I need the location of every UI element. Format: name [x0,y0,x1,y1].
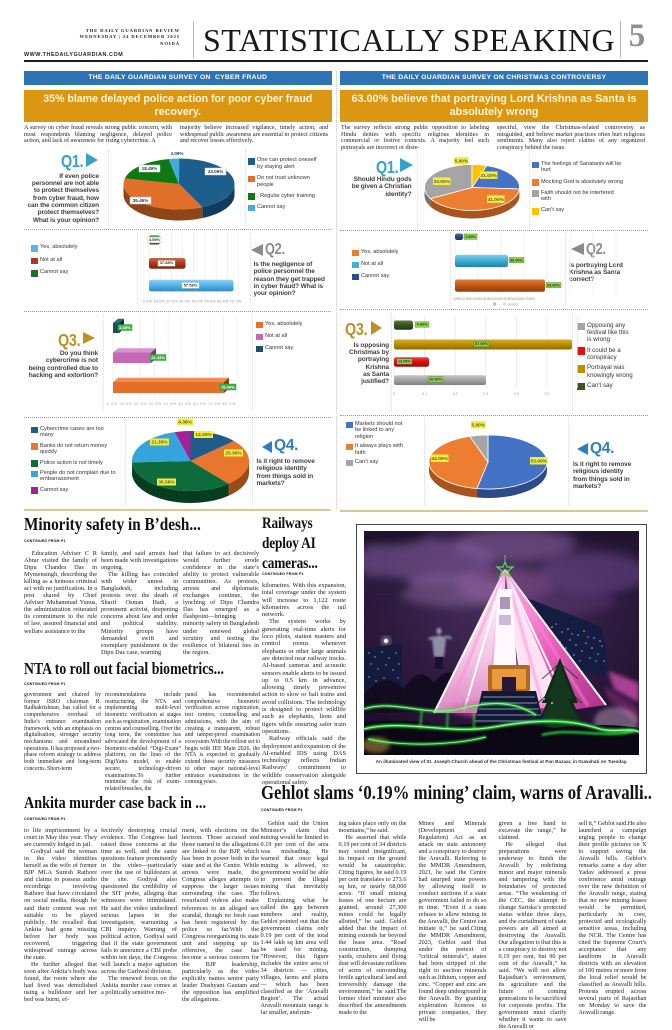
svg-text:4.00%: 4.00% [417,323,428,327]
svg-text:21.43%: 21.43% [151,355,165,360]
svg-text:13.35%: 13.35% [195,432,212,438]
svg-text:21.35%: 21.35% [151,440,168,446]
svg-text:63.00%: 63.00% [547,283,561,287]
svg-text:0.1: 0.1 [422,392,427,396]
svg-text:0.5: 0.5 [545,392,550,396]
svg-text:18.49%: 18.49% [142,166,158,171]
svg-text:20.00%: 20.00% [429,378,443,382]
svg-text:3.09%: 3.09% [170,151,183,156]
svg-text:76.44%: 76.44% [221,384,235,389]
svg-text:0.0% 10.0% 20.0% 30.0% 40.: 0.0% 10.0% 20.0% 30.0% 40.0% 50.0% 60.0%… [107,402,235,406]
svg-text:5.00%: 5.00% [454,159,468,165]
svg-text:57.58%: 57.58% [184,282,198,287]
svg-text:0.0% 10.0% 20.0% 30.0% 40.0% 5: 0.0% 10.0% 20.0% 30.0% 40.0% 50.0% 60.0%… [143,300,241,304]
svg-text:1.00%: 1.00% [465,235,476,239]
svg-text:4.36%: 4.36% [178,420,192,426]
svg-text:53.00%: 53.00% [531,459,548,465]
svg-text:0.4: 0.4 [514,392,519,396]
svg-text:57.00%: 57.00% [475,342,489,346]
svg-text:Series1: Series1 [508,303,519,307]
svg-text:43.09%: 43.09% [208,169,224,174]
svg-text:36.00%: 36.00% [510,258,524,262]
svg-text:35.58%: 35.58% [158,480,175,486]
svg-text:13.00%: 13.00% [398,360,412,364]
svg-text:4.55%: 4.55% [149,237,161,242]
svg-text:25.36%: 25.36% [225,451,242,457]
svg-text:37.88%: 37.88% [160,260,174,265]
svg-text:35.46%: 35.46% [133,198,149,203]
svg-text:42.00%: 42.00% [432,456,449,462]
svg-text:0.00% 10.00% 20.00% 30.00%: 0.00% 10.00% 20.00% 30.00% 40.00% 50.00%… [453,297,535,301]
svg-text:2.35%: 2.35% [119,325,131,330]
svg-text:0: 0 [393,392,395,396]
svg-text:33.00%: 33.00% [434,179,451,185]
svg-text:0.2: 0.2 [453,392,458,396]
svg-text:41.00%: 41.00% [488,197,505,203]
svg-text:21.00%: 21.00% [481,173,498,179]
svg-text:5.00%: 5.00% [471,423,485,429]
svg-text:0.3: 0.3 [483,392,488,396]
